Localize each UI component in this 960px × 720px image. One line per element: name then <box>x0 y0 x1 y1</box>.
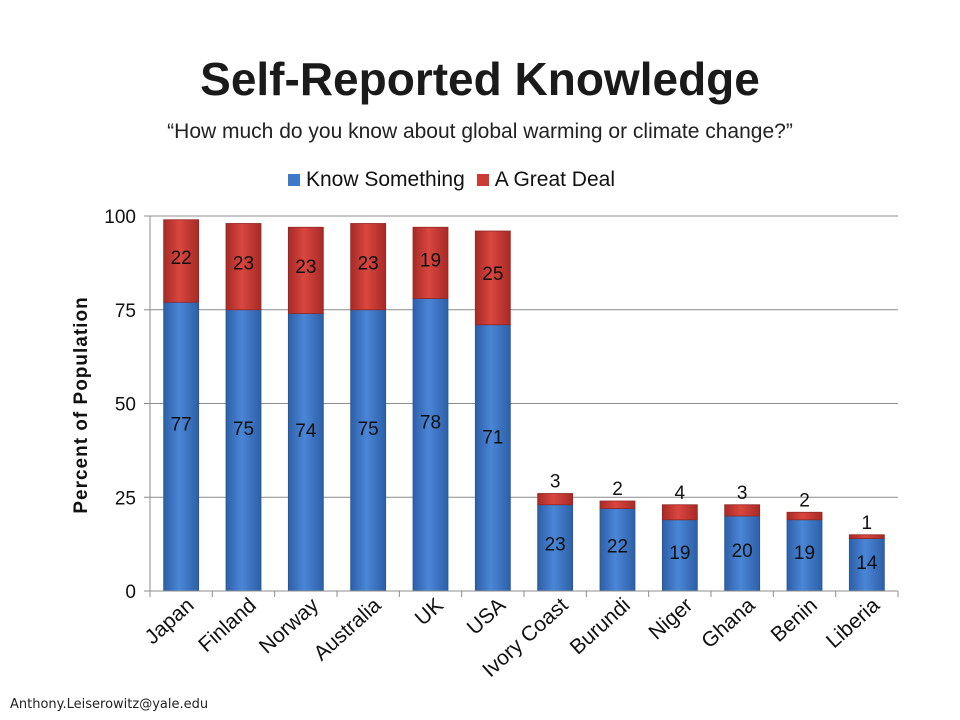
bar-great-deal-norway <box>287 226 324 314</box>
legend-item-know-something: Know Something <box>288 168 465 192</box>
bar-great-deal-benin <box>786 511 823 521</box>
bar-know-something-australia <box>350 309 387 592</box>
y-tick-label: 75 <box>115 301 136 322</box>
footer-email: Anthony.Leiserowitz@yale.edu <box>10 697 209 712</box>
data-label: 77 <box>171 415 192 436</box>
data-label: 74 <box>295 421 317 442</box>
bar-know-something-ivory-coast <box>537 504 574 592</box>
chart-title: Self-Reported Knowledge <box>200 53 760 105</box>
bar-great-deal-ivory-coast <box>537 493 574 506</box>
bar-know-something-benin <box>786 519 823 592</box>
bar-great-deal-usa <box>474 230 511 326</box>
data-label: 23 <box>545 535 566 556</box>
bar-great-deal-finland <box>225 223 262 311</box>
data-label: 23 <box>233 253 254 274</box>
bar-great-deal-ghana <box>724 504 761 517</box>
bar-great-deal-uk <box>412 226 449 299</box>
legend-item-great-deal: A Great Deal <box>476 168 615 192</box>
data-label: 1 <box>862 513 873 534</box>
data-label: 2 <box>799 490 810 511</box>
data-label: 14 <box>856 553 878 574</box>
data-label: 19 <box>669 543 690 564</box>
legend-swatch-great-deal <box>476 174 489 186</box>
x-tick-label: Finland <box>194 594 261 657</box>
x-tick-label: Benin <box>767 594 822 647</box>
y-axis-label: Percent of Population <box>71 296 92 513</box>
x-tick-label: Liberia <box>822 593 884 652</box>
data-label: 23 <box>295 257 316 278</box>
data-label: 19 <box>794 543 815 564</box>
bar-know-something-finland <box>225 309 262 592</box>
bar-great-deal-niger <box>661 504 698 521</box>
y-tick-label: 100 <box>104 207 136 228</box>
chart-subtitle: “How much do you know about global warmi… <box>167 120 793 143</box>
x-tick-label: Niger <box>644 594 697 645</box>
data-label: 25 <box>482 264 503 285</box>
bar-great-deal-japan <box>163 219 200 303</box>
bar-great-deal-burundi <box>599 500 636 509</box>
data-label: 19 <box>420 250 441 271</box>
bar-know-something-norway <box>287 313 324 592</box>
x-tick-label: UK <box>411 594 448 631</box>
data-label: 22 <box>607 537 628 558</box>
data-label: 78 <box>420 412 441 433</box>
y-tick-label: 50 <box>115 395 136 416</box>
data-label: 22 <box>171 248 192 269</box>
legend-label-know-something: Know Something <box>306 168 465 191</box>
bar-know-something-niger <box>661 519 698 592</box>
y-tick-label: 25 <box>115 488 136 509</box>
legend: Know Something A Great Deal <box>288 168 627 192</box>
y-tick-label: 0 <box>125 582 136 603</box>
data-label: 71 <box>482 428 503 449</box>
bar-great-deal-australia <box>350 223 387 311</box>
bar-know-something-ghana <box>724 515 761 592</box>
bar-know-something-usa <box>474 324 511 592</box>
data-label: 2 <box>612 479 623 500</box>
data-label: 3 <box>737 483 748 504</box>
x-tick-label: Burundi <box>566 594 635 660</box>
x-tick-label: Ghana <box>697 593 759 652</box>
x-tick-label: Japan <box>141 594 199 649</box>
bar-great-deal-liberia <box>848 534 885 539</box>
legend-swatch-know-something <box>288 174 300 186</box>
data-label: 23 <box>358 253 379 274</box>
data-label: 3 <box>550 472 561 493</box>
data-label: 20 <box>732 541 753 562</box>
bar-know-something-japan <box>163 301 200 592</box>
data-label: 75 <box>233 419 254 440</box>
legend-label-great-deal: A Great Deal <box>494 168 615 191</box>
x-tick-label: Australia <box>309 593 385 665</box>
data-label: 75 <box>358 419 379 440</box>
x-tick-label: USA <box>463 594 510 640</box>
bar-know-something-uk <box>412 298 449 592</box>
data-label: 4 <box>675 483 686 504</box>
